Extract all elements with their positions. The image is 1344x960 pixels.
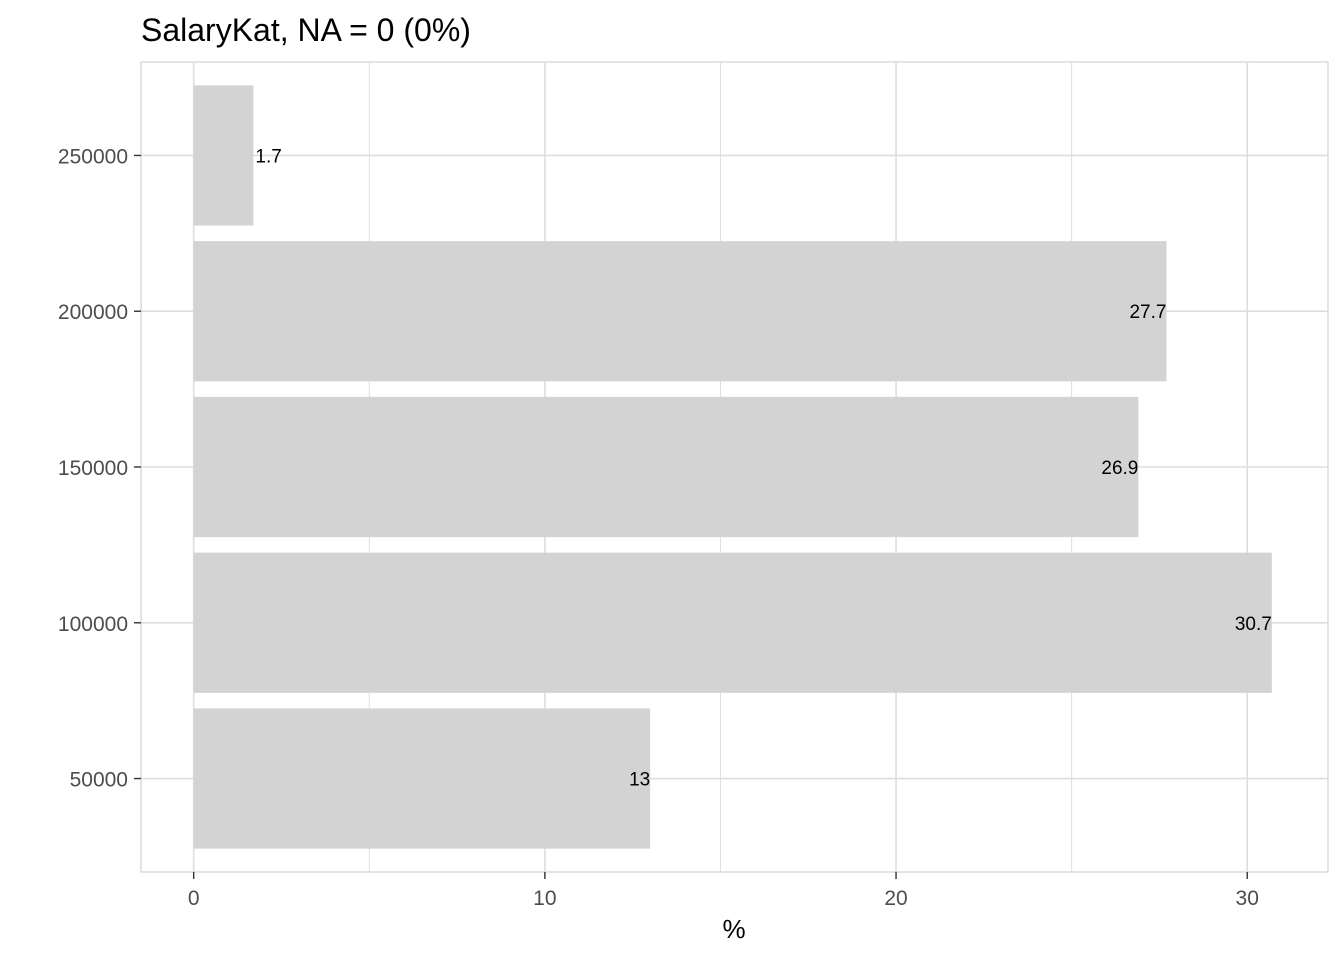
bar-value-label: 1.7 — [255, 146, 281, 167]
y-tick-label: 250000 — [58, 145, 128, 168]
y-tick-label: 150000 — [58, 457, 128, 480]
bar — [193, 396, 1139, 538]
x-tick-label: 10 — [533, 887, 556, 910]
bar — [193, 85, 254, 226]
bar-value-label: 27.7 — [1129, 302, 1166, 323]
bar-value-label: 13 — [629, 770, 650, 791]
x-axis-title: % — [722, 914, 745, 944]
bar — [193, 552, 1272, 693]
bar-value-label: 30.7 — [1235, 614, 1272, 635]
x-tick-label: 20 — [884, 887, 907, 910]
y-tick-label: 50000 — [70, 769, 128, 792]
bar — [193, 241, 1167, 382]
chart-title: SalaryKat, NA = 0 (0%) — [141, 12, 471, 48]
x-tick-label: 0 — [188, 887, 200, 910]
y-tick-label: 100000 — [58, 613, 128, 636]
y-tick-label: 200000 — [58, 301, 128, 324]
x-tick-label: 30 — [1236, 887, 1259, 910]
bar — [193, 708, 651, 849]
bar-value-label: 26.9 — [1101, 458, 1138, 479]
bars-layer: 13 30.7 26.9 27.7 1.7 — [193, 85, 1272, 849]
axis-layer: 50000 100000 150000 200000 250000 0 10 20 30 — [58, 145, 1259, 910]
